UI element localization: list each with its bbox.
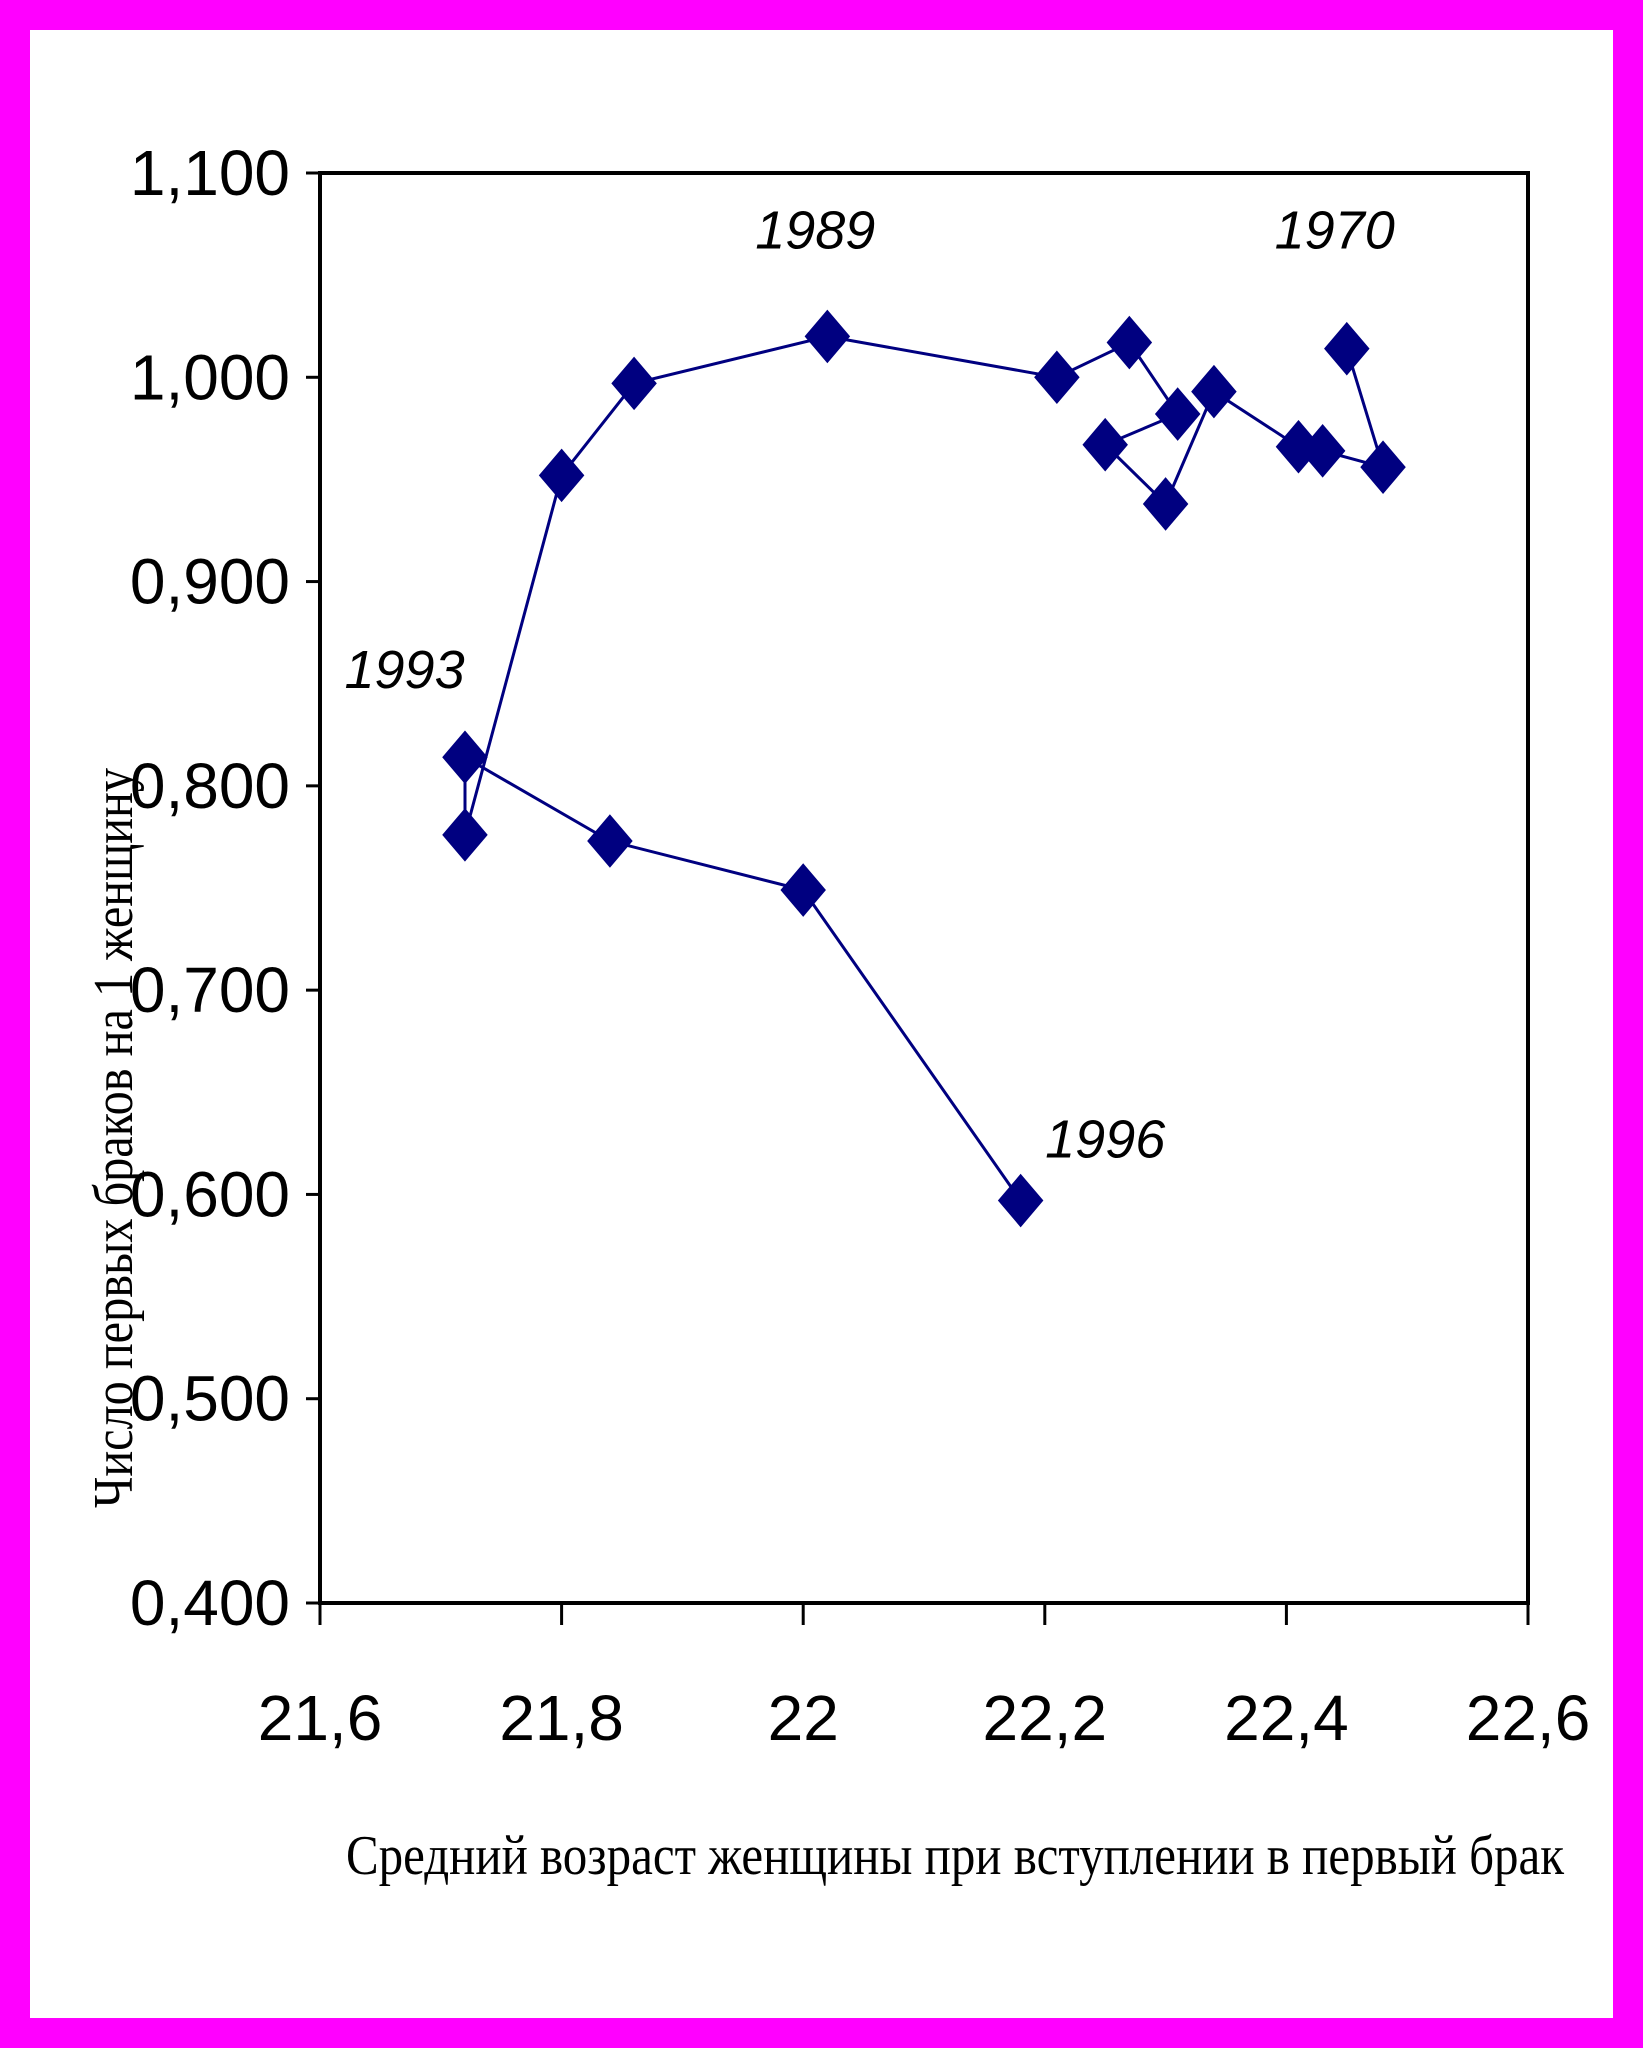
data-point (611, 356, 657, 411)
series-markers (442, 309, 1406, 1228)
y-tick-label: 0,700 (130, 954, 290, 1026)
year-annotation: 1996 (1045, 1110, 1166, 1170)
x-axis-tick-labels: 21,6 21,8 22 22,2 22,4 22,6 (258, 1682, 1591, 1754)
data-point (538, 448, 585, 503)
data-point (1154, 387, 1201, 441)
point-annotations: 1970 1989 1993 1996 (344, 201, 1394, 1170)
data-point (1191, 364, 1237, 419)
x-tick-label: 22,4 (1224, 1682, 1349, 1754)
data-point (1324, 321, 1370, 376)
y-tick-label: 0,800 (130, 750, 290, 822)
data-point (442, 808, 488, 862)
data-point (804, 309, 851, 364)
x-tick-label: 22,2 (983, 1682, 1108, 1754)
x-tick-label: 21,8 (499, 1682, 624, 1754)
year-annotation: 1989 (755, 201, 875, 261)
x-tick-label: 22 (768, 1682, 839, 1754)
data-point (1360, 440, 1406, 494)
data-point (1142, 477, 1189, 531)
x-axis-title: Средний возраст женщины при вступлении в… (346, 1825, 1565, 1887)
x-tick-label: 21,6 (258, 1682, 383, 1754)
y-axis-tick-labels: 0,400 0,500 0,600 0,700 0,800 0,900 1,000 1,100 (130, 137, 290, 1639)
y-axis-ticks (306, 171, 320, 1605)
y-tick-label: 1,100 (130, 137, 290, 209)
data-point (780, 863, 826, 917)
data-point (1034, 350, 1080, 405)
y-axis-title: Число первых браков на 1 женщину (83, 768, 145, 1508)
data-point (587, 814, 633, 868)
data-point (1275, 419, 1322, 474)
data-point (997, 1173, 1044, 1228)
x-tick-label: 22,6 (1466, 1682, 1591, 1754)
plot-area (318, 171, 1530, 1605)
y-tick-label: 0,500 (130, 1363, 290, 1435)
year-annotation: 1993 (344, 640, 464, 700)
data-point (442, 730, 488, 785)
data-point (1082, 417, 1128, 472)
y-tick-label: 0,900 (130, 546, 290, 618)
y-tick-label: 1,000 (130, 341, 290, 413)
y-tick-label: 0,400 (130, 1567, 290, 1639)
year-annotation: 1970 (1275, 201, 1395, 261)
y-tick-label: 0,600 (130, 1158, 290, 1230)
x-axis-ticks (318, 1603, 1530, 1625)
data-point (1106, 315, 1153, 370)
